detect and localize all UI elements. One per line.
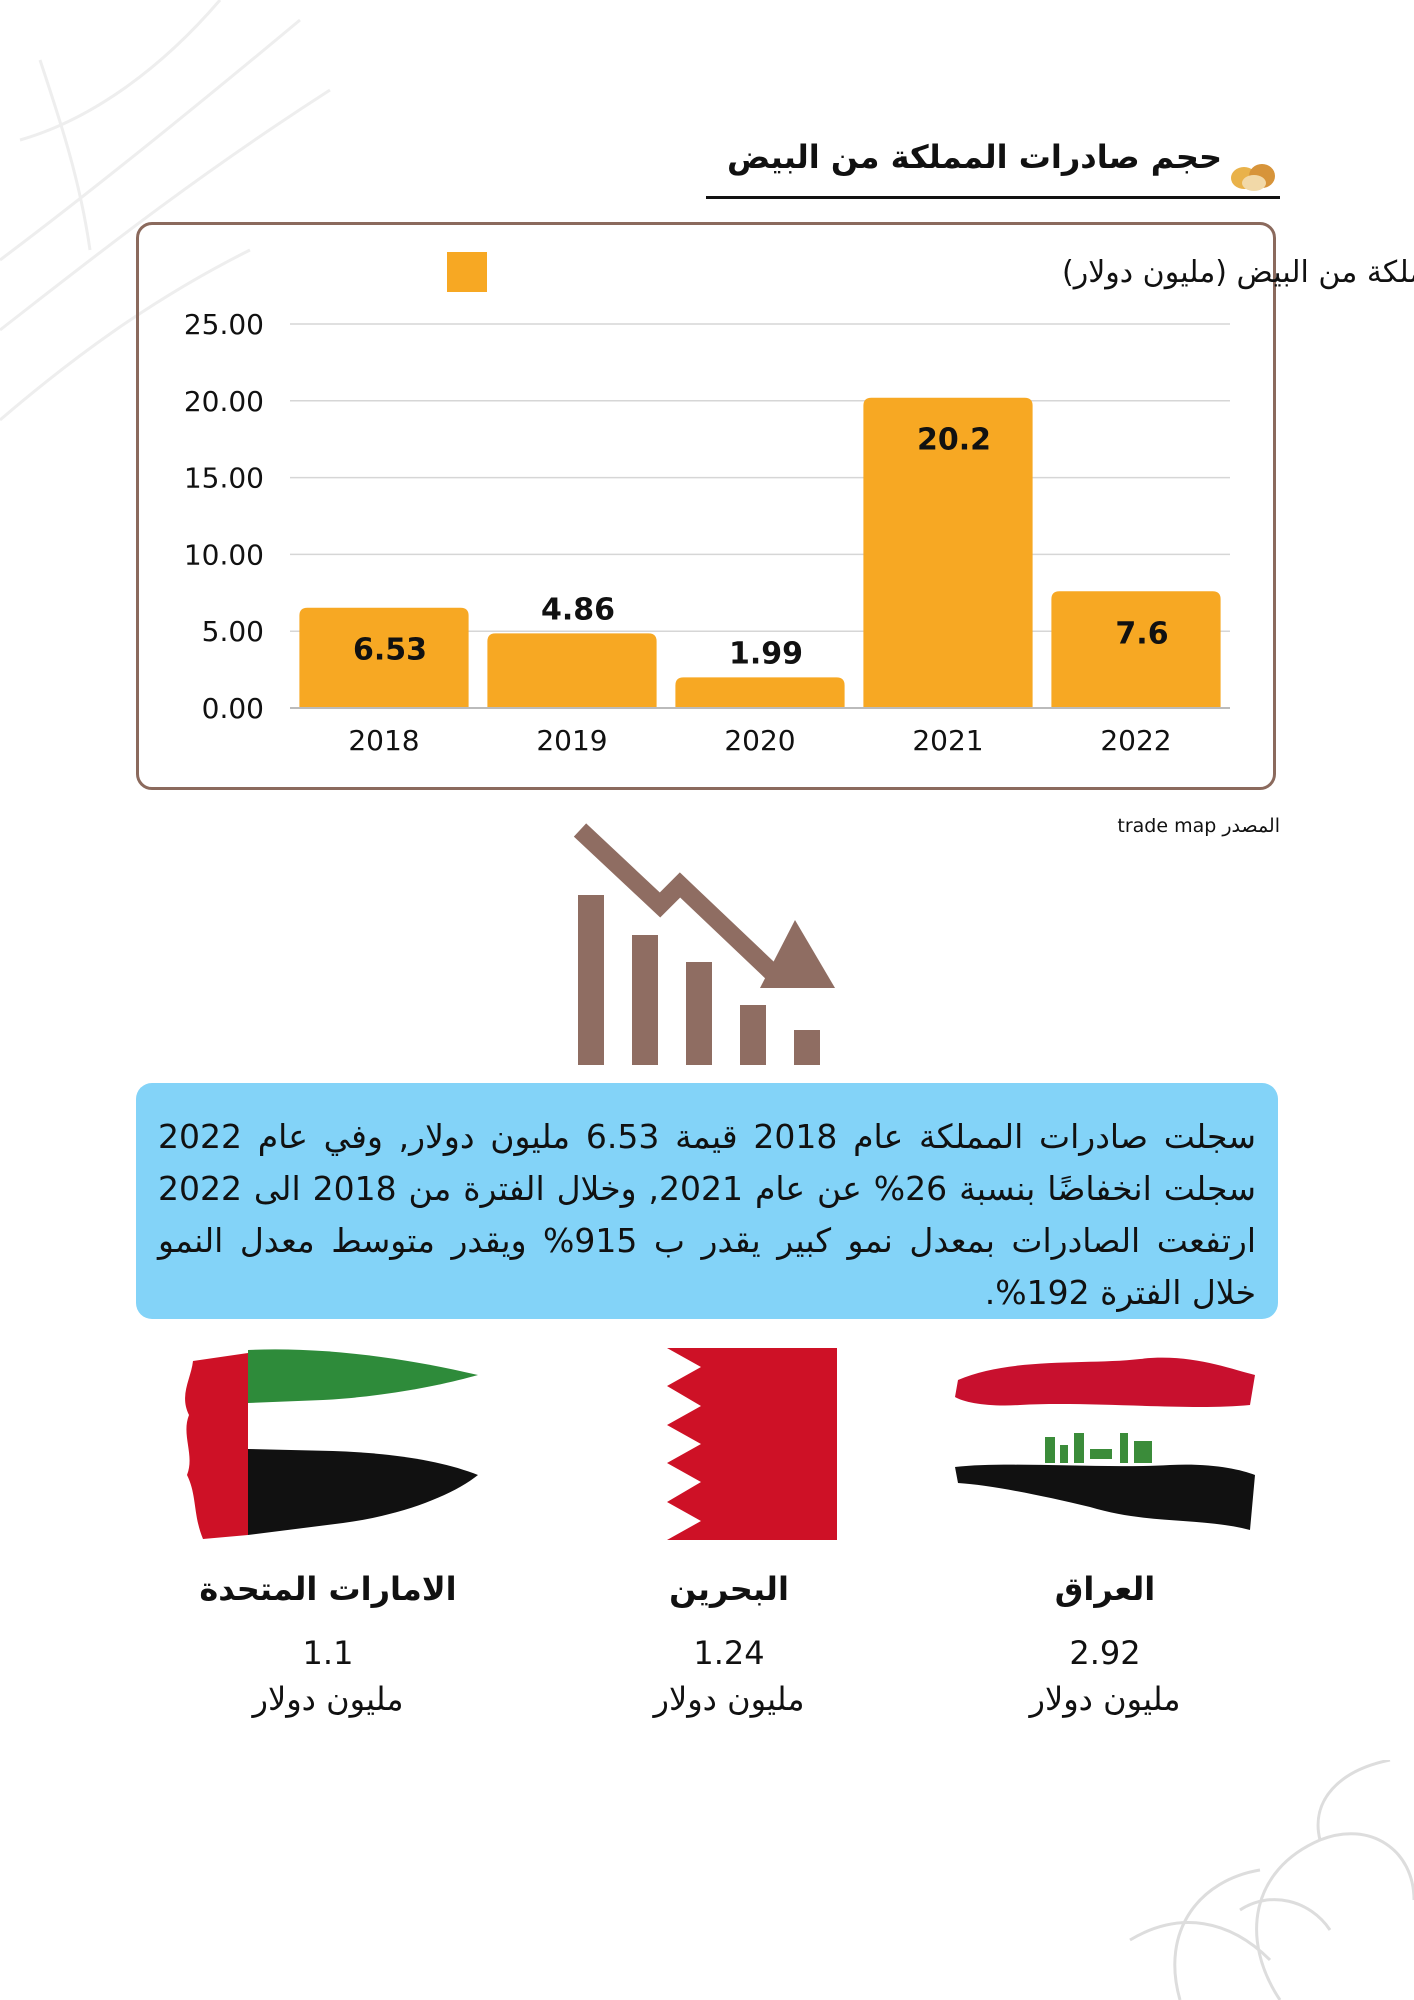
bar <box>863 397 1033 708</box>
country-value: 2.92 <box>1069 1634 1141 1672</box>
y-tick-label: 15.00 <box>184 462 264 495</box>
y-tick-label: 25.00 <box>184 308 264 341</box>
x-tick-label: 2019 <box>536 724 607 757</box>
country-unit: مليون دولار <box>653 1680 805 1718</box>
country-uae: الامارات المتحدة 1.1 مليون دولار <box>163 1345 493 1718</box>
exports-bar-chart: 0.00 5.00 10.00 15.00 20.00 25.00 6.53 2018 4.86… <box>184 252 1414 757</box>
country-name: البحرين <box>669 1570 789 1608</box>
eggs-icon <box>1231 164 1275 191</box>
palm-leaf-decoration <box>0 0 331 422</box>
data-label: 1.99 <box>729 636 803 671</box>
country-unit: مليون دولار <box>252 1680 404 1718</box>
data-label: 7.6 <box>1115 616 1168 651</box>
bar <box>1051 591 1221 708</box>
country-iraq: العراق 2.92 مليون دولار <box>940 1345 1270 1718</box>
bar <box>675 677 845 708</box>
y-tick-label: 0.00 <box>202 692 264 725</box>
source-note: المصدر trade map <box>1117 815 1280 837</box>
x-tick-label: 2020 <box>724 724 795 757</box>
country-name: العراق <box>1054 1570 1156 1608</box>
chart-frame <box>136 222 1276 790</box>
uae-flag-icon <box>185 1349 478 1539</box>
data-label: 20.2 <box>917 423 991 458</box>
summary-box: سجلت صادرات المملكة عام 2018 قيمة 6.53 م… <box>136 1083 1278 1319</box>
x-tick-label: 2021 <box>912 724 983 757</box>
page-title: حجم صادرات المملكة من البيض <box>726 138 1222 176</box>
y-tick-label: 20.00 <box>184 385 264 418</box>
bar <box>487 633 657 708</box>
country-unit: مليون دولار <box>1029 1680 1181 1718</box>
floral-outline-decoration <box>1129 1760 1414 2000</box>
country-bahrain: البحرين 1.24 مليون دولار <box>564 1348 894 1718</box>
bahrain-flag-icon <box>621 1348 837 1540</box>
country-value: 1.1 <box>302 1634 354 1672</box>
declining-chart-icon <box>573 823 835 1065</box>
data-label: 4.86 <box>541 592 615 627</box>
y-tick-label: 10.00 <box>184 538 264 571</box>
country-value: 1.24 <box>693 1634 765 1672</box>
x-tick-label: 2018 <box>348 724 419 757</box>
country-name: الامارات المتحدة <box>199 1570 457 1608</box>
page-title-block: حجم صادرات المملكة من البيض <box>706 132 1280 199</box>
bar <box>299 607 469 708</box>
y-tick-label: 5.00 <box>202 615 264 648</box>
iraq-flag-icon <box>955 1357 1255 1530</box>
legend-swatch <box>447 252 487 292</box>
data-label: 6.53 <box>353 633 427 668</box>
x-tick-label: 2022 <box>1100 724 1171 757</box>
legend-label: صادرات المملكة من البيض (مليون دولار) <box>1062 255 1414 290</box>
